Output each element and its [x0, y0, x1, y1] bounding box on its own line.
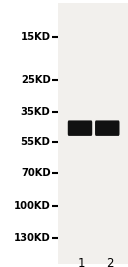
Text: 130KD: 130KD: [14, 233, 51, 243]
FancyBboxPatch shape: [95, 120, 120, 136]
Text: 2: 2: [106, 257, 113, 267]
Text: 15KD: 15KD: [21, 32, 51, 42]
Text: 25KD: 25KD: [21, 75, 51, 85]
Bar: [58, 3, 128, 264]
FancyBboxPatch shape: [68, 120, 92, 136]
Text: 35KD: 35KD: [21, 107, 51, 117]
Text: 70KD: 70KD: [21, 168, 51, 178]
Text: 100KD: 100KD: [14, 201, 51, 211]
Text: 1: 1: [78, 257, 85, 267]
Text: 55KD: 55KD: [21, 137, 51, 147]
